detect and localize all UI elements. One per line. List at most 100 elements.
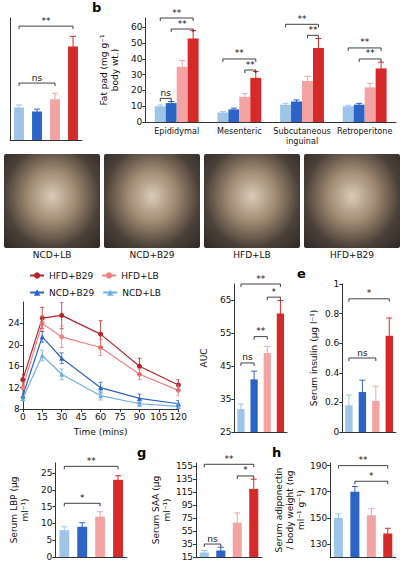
svg-text:**: ** [298,14,308,24]
svg-text:**: ** [225,454,235,464]
svg-text:**: ** [366,48,376,58]
svg-text:55: 55 [182,526,193,536]
svg-text:NCD+B29: NCD+B29 [49,288,94,298]
svg-text:190: 190 [310,461,327,471]
svg-text:**: ** [308,25,318,35]
svg-text:24: 24 [8,318,20,328]
svg-text:Serum insulin (μg l⁻¹): Serum insulin (μg l⁻¹) [309,310,319,407]
svg-text:ns: ns [207,534,218,544]
svg-text:25: 25 [220,427,231,437]
svg-text:95: 95 [182,500,193,510]
svg-text:150: 150 [310,513,327,523]
svg-text:Subcutaneous: Subcutaneous [273,126,331,136]
svg-text:ml⁻¹): ml⁻¹) [20,498,30,521]
svg-text:20: 20 [8,340,20,350]
svg-text:ns: ns [357,348,368,358]
svg-text:**: ** [246,60,256,70]
svg-text:**: ** [359,455,369,465]
svg-text:HFD+LB: HFD+LB [121,271,159,281]
svg-text:12: 12 [8,383,19,393]
svg-text:Mesenteric: Mesenteric [217,126,261,136]
svg-text:60: 60 [131,22,143,32]
svg-text:0.2: 0.2 [325,397,339,407]
svg-text:Fat pad (mg g⁻¹: Fat pad (mg g⁻¹ [99,34,109,105]
svg-text:Serum LBP (μg: Serum LBP (μg [9,477,19,544]
svg-text:15: 15 [37,412,48,422]
svg-text:ml⁻¹): ml⁻¹) [162,498,172,521]
svg-text:**: ** [172,8,182,18]
svg-text:30: 30 [56,412,68,422]
svg-text:Retroperitone: Retroperitone [337,126,392,136]
svg-text:25: 25 [41,468,52,478]
svg-text:115: 115 [176,487,193,497]
html-text:h: h [272,445,282,460]
svg-text:HFD+B29: HFD+B29 [49,271,93,281]
svg-text:45: 45 [220,361,231,371]
svg-text:ns: ns [32,73,43,83]
svg-text:65: 65 [220,295,231,305]
svg-text:*: * [272,287,277,297]
svg-text:*: * [369,471,374,481]
svg-text:16: 16 [8,361,20,371]
svg-text:130: 130 [310,539,327,549]
svg-text:35: 35 [182,539,193,549]
svg-text:75: 75 [114,412,125,422]
svg-text:Time (mins): Time (mins) [73,427,128,437]
svg-text:105: 105 [150,412,167,422]
html-text:HFD+LB: HFD+LB [233,250,271,260]
svg-text:**: ** [42,16,52,26]
svg-text:0.8: 0.8 [325,309,340,319]
html-text:NCD+B29: NCD+B29 [129,250,175,260]
html-text:b: b [92,0,102,15]
svg-text:inguinal: inguinal [286,136,318,146]
svg-text:Epididymal: Epididymal [154,126,199,136]
svg-text:1: 1 [333,279,339,289]
svg-text:45: 45 [75,412,86,422]
svg-text:*: * [243,465,248,475]
svg-text:0: 0 [47,552,53,562]
svg-text:ns: ns [161,88,172,98]
svg-text:135: 135 [176,474,193,484]
svg-text:20: 20 [41,485,53,495]
svg-text:15: 15 [182,552,193,562]
svg-text:20: 20 [131,85,143,95]
svg-text:0: 0 [137,117,143,127]
svg-text:5: 5 [47,535,53,545]
svg-text:120: 120 [170,412,187,422]
svg-text:0: 0 [20,412,26,422]
svg-text:15: 15 [41,502,52,512]
svg-text:0: 0 [333,427,339,437]
svg-text:40: 40 [131,54,143,64]
svg-text:30: 30 [131,70,143,80]
svg-text:0.6: 0.6 [325,338,340,348]
html-text:NCD+LB: NCD+LB [32,250,72,260]
svg-text:55: 55 [220,328,231,338]
svg-text:Serum adiponectin: Serum adiponectin [274,467,284,552]
svg-text:**: ** [178,19,188,29]
svg-text:35: 35 [220,394,231,404]
svg-text:*: * [80,493,85,503]
svg-text:170: 170 [310,487,327,497]
svg-text:/ body weight (ng: / body weight (ng [285,470,295,549]
svg-text:AUC: AUC [199,348,209,367]
svg-text:155: 155 [176,461,193,471]
svg-text:90: 90 [134,412,146,422]
svg-text:Serum SAA (μg: Serum SAA (μg [151,476,161,545]
svg-text:*: * [367,288,372,298]
svg-text:75: 75 [182,513,193,523]
svg-text:10: 10 [41,518,53,528]
svg-text:60: 60 [95,412,107,422]
svg-text:0.4: 0.4 [325,368,340,378]
svg-text:**: ** [256,326,266,336]
svg-text:**: ** [87,456,97,466]
svg-text:body wt.): body wt.) [110,49,120,91]
svg-text:**: ** [360,37,370,47]
svg-text:**: ** [235,48,245,58]
svg-text:ml⁻¹ g⁻¹): ml⁻¹ g⁻¹) [296,490,306,530]
svg-text:NCD+LB: NCD+LB [122,288,161,298]
html-text:g: g [137,445,147,460]
svg-text:50: 50 [131,38,143,48]
svg-text:ns: ns [242,352,253,362]
svg-text:10: 10 [131,101,143,111]
svg-text:**: ** [256,274,266,284]
